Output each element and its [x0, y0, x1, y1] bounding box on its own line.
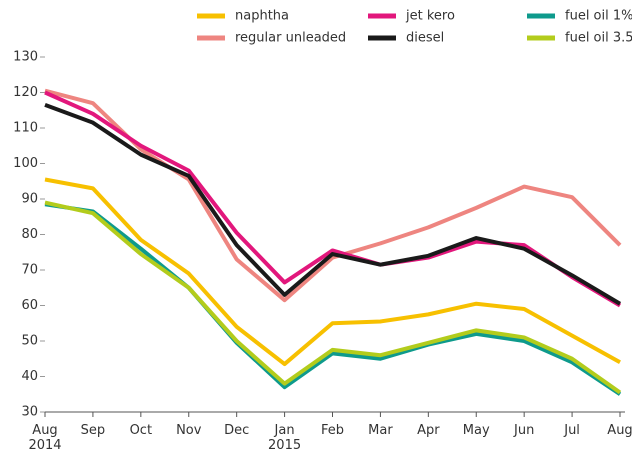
series-line [44, 103, 622, 306]
y-tick-label: 130 [13, 50, 38, 65]
x-tick-label: Jul [563, 423, 580, 438]
x-tick-label: Dec [224, 423, 249, 438]
series-line [44, 177, 621, 367]
x-tick-label: Feb [321, 423, 344, 438]
series-line [44, 88, 622, 303]
legend-label: jet kero [405, 9, 455, 24]
y-tick-label: 80 [21, 227, 38, 242]
x-tick-label: Apr [417, 423, 440, 438]
y-tick-label: 50 [21, 334, 38, 349]
y-tick-label: 100 [13, 156, 38, 171]
series-line [44, 202, 622, 396]
series-line [44, 200, 622, 395]
y-tick-label: 40 [21, 369, 38, 384]
x-tick-label: Mar [368, 423, 393, 438]
x-tick-label: Aug [607, 423, 632, 438]
x-tick-label: May [463, 423, 490, 438]
y-tick-label: 30 [21, 405, 38, 420]
y-tick-label: 70 [21, 263, 38, 278]
legend-label: fuel oil 1%S [565, 9, 632, 24]
y-tick-label: 60 [21, 298, 38, 313]
x-tick-label: Aug 2014 [28, 423, 61, 453]
x-tick-label: Sep [81, 423, 106, 438]
y-tick-label: 120 [13, 85, 38, 100]
legend-label: diesel [406, 31, 444, 46]
x-tick-label: Nov [176, 423, 202, 438]
series-line [44, 90, 622, 308]
x-tick-label: Jan 2015 [268, 423, 301, 453]
legend-label: naphtha [235, 9, 289, 24]
y-tick-label: 90 [21, 192, 38, 207]
x-tick-label: Jun [513, 423, 534, 438]
y-tick-label: 110 [13, 121, 38, 136]
legend-label: regular unleaded [235, 31, 346, 46]
legend-label: fuel oil 3.5%S [565, 31, 632, 46]
x-tick-label: Oct [130, 423, 152, 438]
